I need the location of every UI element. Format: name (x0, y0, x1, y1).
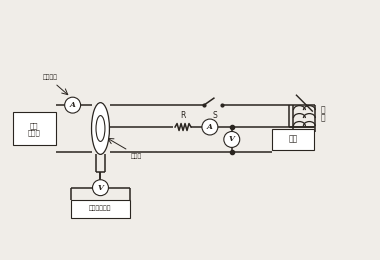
Text: 負荷: 負荷 (288, 135, 298, 144)
Circle shape (92, 180, 108, 196)
Ellipse shape (92, 103, 109, 154)
Text: V: V (229, 135, 235, 144)
Text: 電流: 電流 (30, 121, 39, 129)
Circle shape (224, 132, 240, 147)
Text: 二次回路: 二次回路 (43, 75, 58, 80)
Bar (272, 129, 314, 150)
Bar (13, 112, 56, 145)
Text: S: S (212, 111, 217, 120)
Text: 変成器: 変成器 (130, 153, 142, 159)
Ellipse shape (96, 116, 105, 141)
Text: 調整器: 調整器 (28, 128, 41, 136)
Text: R: R (180, 111, 186, 120)
Circle shape (202, 119, 218, 135)
Text: V: V (98, 184, 103, 192)
Text: 源: 源 (320, 114, 325, 122)
Bar (71, 200, 130, 218)
Text: A: A (207, 123, 213, 131)
Text: 標準分流抗抗: 標準分流抗抗 (89, 206, 112, 211)
Circle shape (65, 97, 81, 113)
Text: 電: 電 (320, 106, 325, 114)
Text: A: A (70, 101, 76, 109)
